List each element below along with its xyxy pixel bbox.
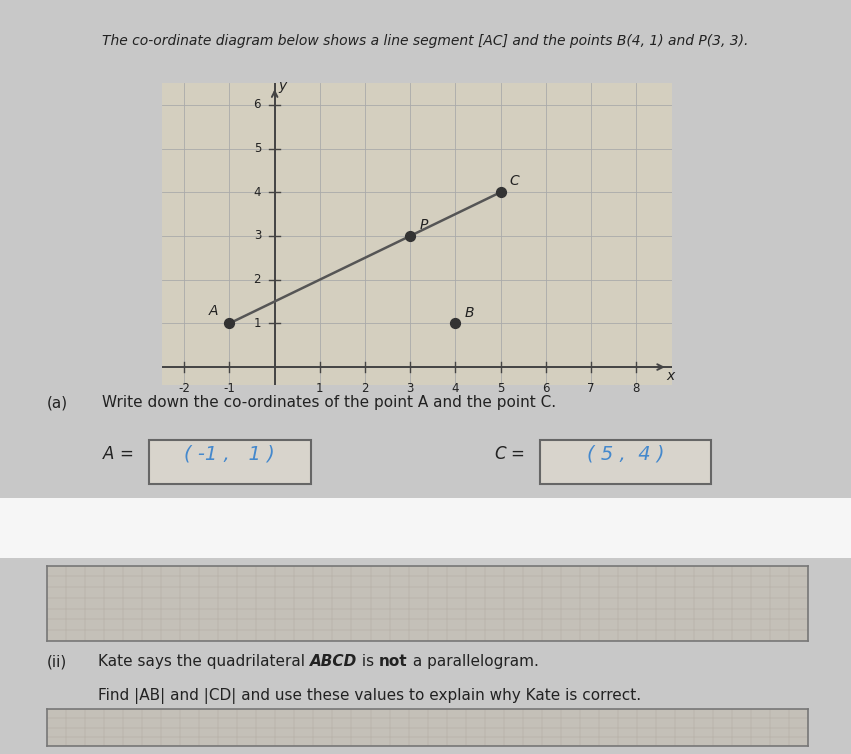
Text: 6: 6	[542, 382, 550, 395]
Text: 2: 2	[254, 273, 261, 286]
Text: The co-ordinate diagram below shows a line segment [AC] and the points B(4, 1) a: The co-ordinate diagram below shows a li…	[102, 35, 749, 48]
Text: A: A	[208, 304, 218, 318]
Text: -2: -2	[179, 382, 191, 395]
Text: Find |AB| and |CD| and use these values to explain why Kate is correct.: Find |AB| and |CD| and use these values …	[98, 688, 641, 704]
Text: 7: 7	[587, 382, 595, 395]
Text: 4: 4	[452, 382, 460, 395]
Text: $C$ =: $C$ =	[494, 445, 524, 462]
Text: (a): (a)	[47, 395, 68, 410]
Text: a parallelogram.: a parallelogram.	[408, 654, 539, 670]
Text: 1: 1	[254, 317, 261, 329]
Text: B: B	[465, 306, 474, 320]
Text: 2: 2	[362, 382, 368, 395]
Point	[223, 317, 237, 329]
Text: Kate says the quadrilateral: Kate says the quadrilateral	[98, 654, 310, 670]
FancyBboxPatch shape	[540, 440, 711, 484]
Text: 6: 6	[254, 98, 261, 112]
Text: 3: 3	[407, 382, 414, 395]
Text: ( 5 ,  4 ): ( 5 , 4 )	[586, 444, 665, 463]
Text: ( -1 ,   1 ): ( -1 , 1 )	[185, 444, 275, 463]
Text: not: not	[379, 654, 408, 670]
Text: (ii): (ii)	[47, 654, 67, 670]
FancyBboxPatch shape	[149, 440, 311, 484]
Text: 5: 5	[254, 142, 261, 155]
Text: -1: -1	[224, 382, 236, 395]
Text: 3: 3	[254, 229, 261, 243]
Point	[494, 186, 507, 198]
Text: ABCD: ABCD	[310, 654, 357, 670]
Text: Write down the co-ordinates of the point A and the point C.: Write down the co-ordinates of the point…	[102, 395, 557, 410]
Point	[403, 230, 417, 242]
Text: y: y	[278, 79, 287, 93]
Text: P: P	[420, 219, 427, 232]
Text: C: C	[510, 174, 519, 188]
Text: $A$ =: $A$ =	[102, 445, 134, 462]
Text: 8: 8	[632, 382, 640, 395]
Text: 4: 4	[254, 185, 261, 199]
Point	[448, 317, 462, 329]
Text: is: is	[357, 654, 379, 670]
Text: 1: 1	[316, 382, 323, 395]
Text: 5: 5	[497, 382, 505, 395]
Text: x: x	[665, 369, 674, 383]
